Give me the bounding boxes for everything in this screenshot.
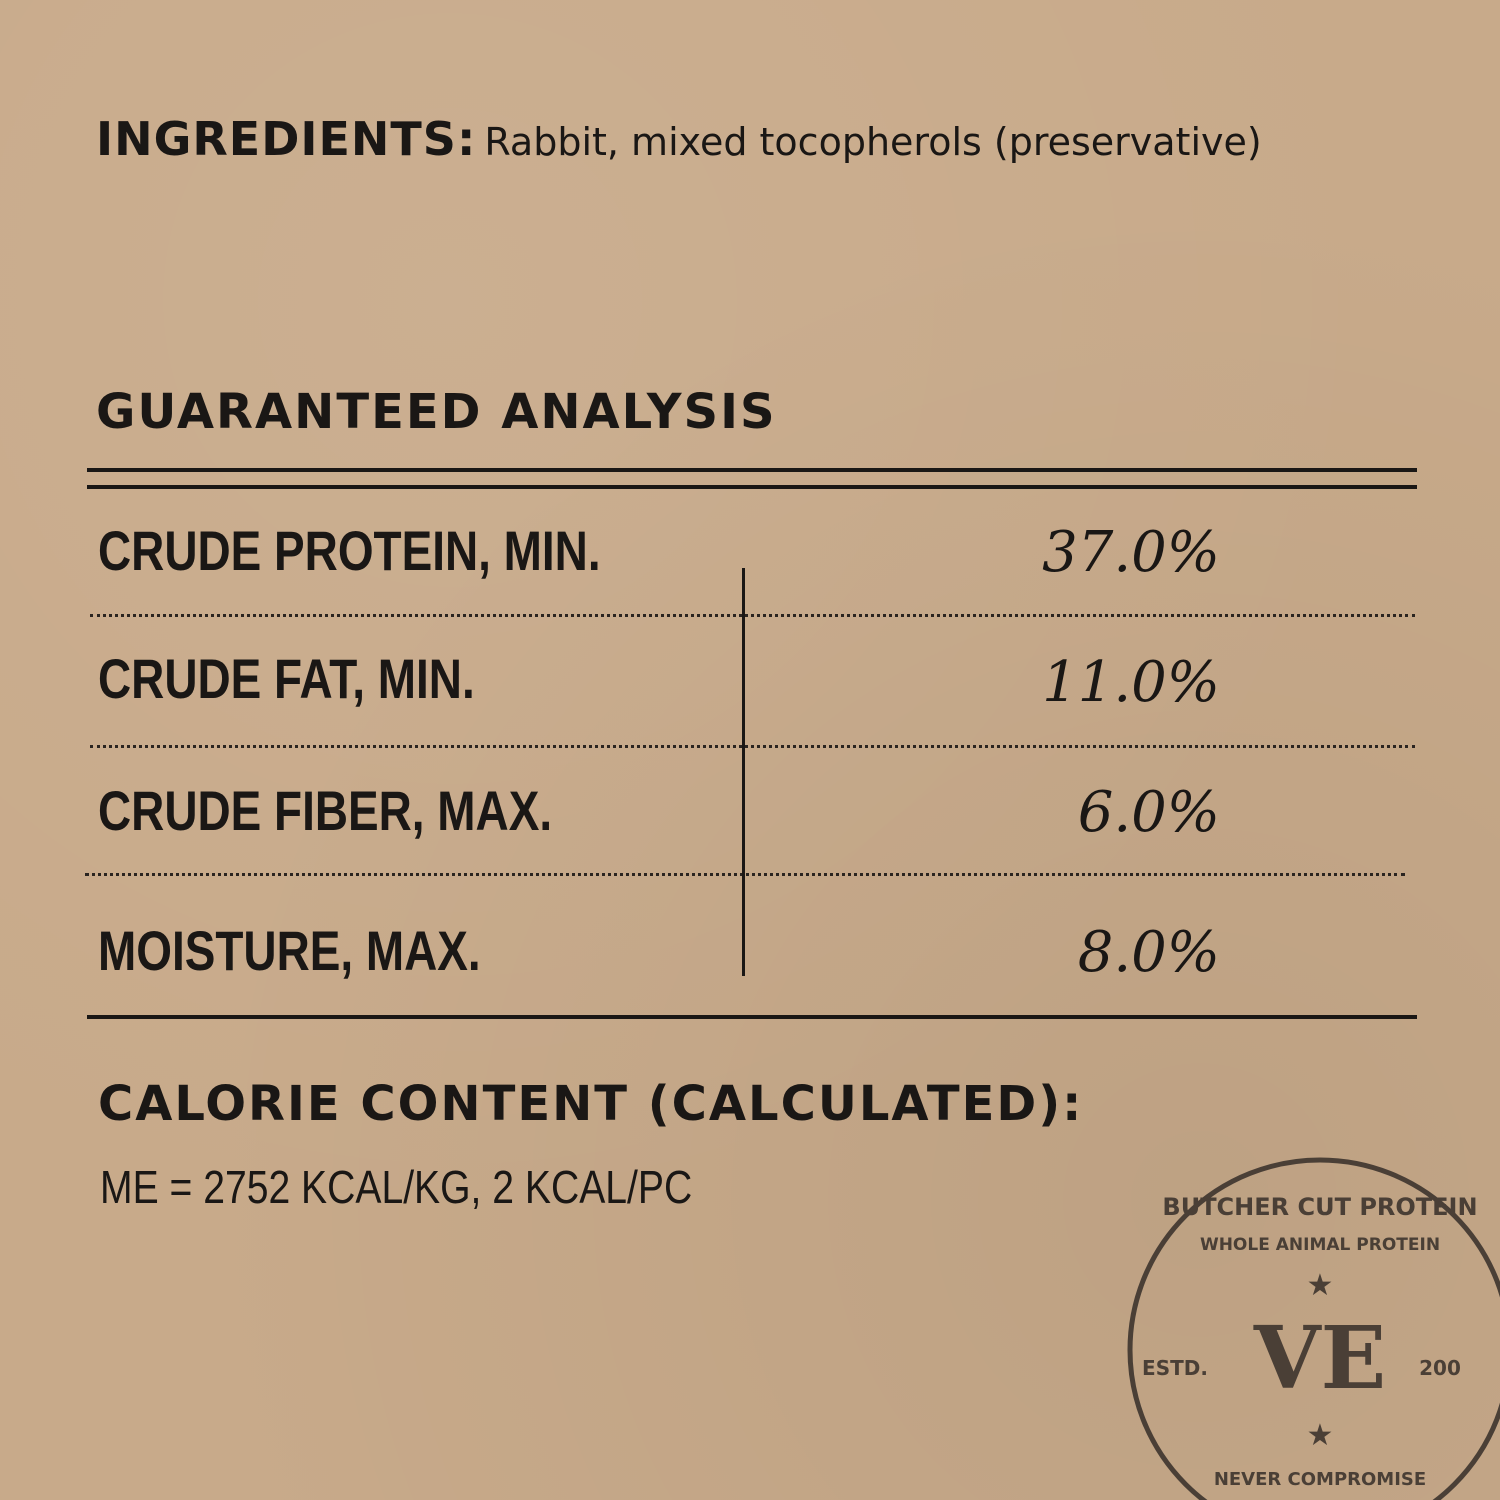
stamp-year: 200	[1419, 1356, 1461, 1380]
table-bottom-rule	[87, 1015, 1417, 1019]
table-top-rule-2	[87, 485, 1417, 489]
row-value-moisture: 8.0%	[1077, 920, 1220, 985]
row-divider	[90, 614, 1415, 617]
stamp-bottom-text: NEVER COMPROMISE	[1214, 1469, 1426, 1490]
stamp-estd: ESTD.	[1142, 1356, 1208, 1380]
stamp-logo-ve: VE	[1253, 1308, 1386, 1409]
stamp-outer-ring	[1127, 1157, 1500, 1500]
row-value-fat: 11.0%	[1042, 650, 1220, 715]
table-top-rule	[87, 468, 1417, 472]
calorie-content-title: CALORIE CONTENT (CALCULATED):	[98, 1076, 1084, 1132]
row-divider	[90, 745, 1415, 748]
row-label-fiber: CRUDE FIBER, MAX.	[98, 779, 553, 842]
row-value-fiber: 6.0%	[1077, 780, 1220, 845]
ingredients-text: Rabbit, mixed tocopherols (preservative)	[484, 120, 1262, 164]
calorie-content-text: ME = 2752 KCAL/KG, 2 KCAL/PC	[100, 1161, 693, 1213]
star-icon: ★	[1307, 1268, 1334, 1303]
row-label-protein: CRUDE PROTEIN, MIN.	[98, 519, 601, 582]
row-value-protein: 37.0%	[1042, 520, 1220, 585]
brand-stamp-logo: BUTCHER CUT PROTEIN WHOLE ANIMAL PROTEIN…	[1127, 1157, 1500, 1500]
stamp-outer-text: BUTCHER CUT PROTEIN	[1162, 1193, 1477, 1221]
ingredients-line: INGREDIENTS: Rabbit, mixed tocopherols (p…	[96, 112, 1262, 166]
ingredients-label: INGREDIENTS:	[96, 112, 477, 166]
column-divider	[742, 568, 745, 976]
star-icon: ★	[1307, 1418, 1334, 1453]
guaranteed-analysis-title: GUARANTEED ANALYSIS	[96, 384, 777, 440]
row-divider	[85, 873, 1405, 876]
stamp-inner-text: WHOLE ANIMAL PROTEIN	[1200, 1235, 1440, 1255]
row-label-fat: CRUDE FAT, MIN.	[98, 647, 475, 710]
row-label-moisture: MOISTURE, MAX.	[98, 919, 481, 982]
